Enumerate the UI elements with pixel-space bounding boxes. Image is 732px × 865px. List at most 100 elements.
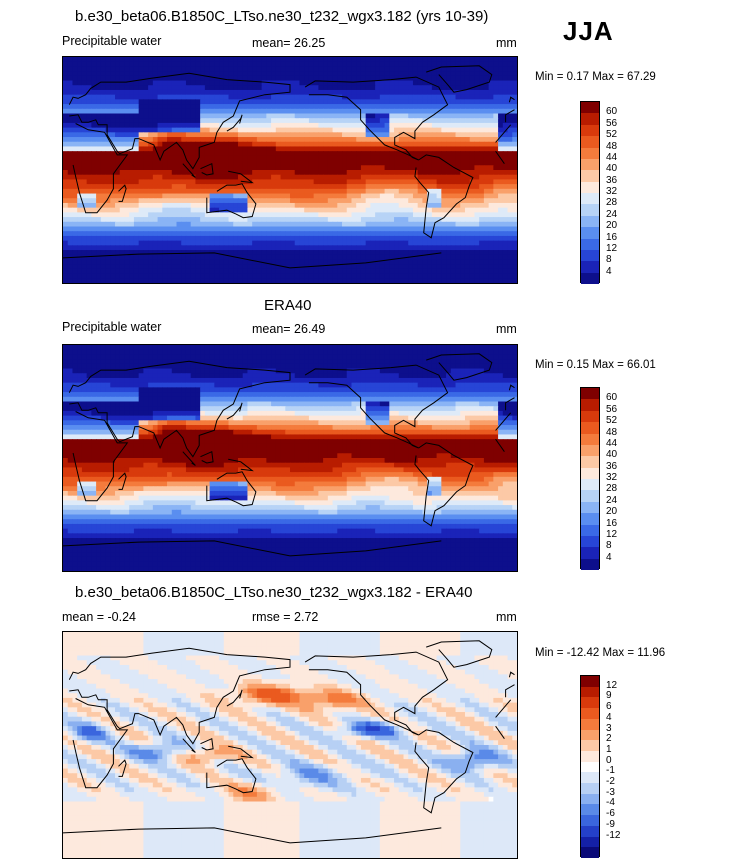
colorbar-swatch: [581, 697, 599, 709]
colorbar-swatch: [581, 272, 599, 284]
colorbar-swatch: [581, 524, 599, 536]
panel-3-mean: mean = -0.24: [62, 610, 137, 624]
colorbar-swatch: [581, 558, 599, 570]
colorbar-swatch: [581, 215, 599, 228]
map-field-svg: [63, 345, 517, 571]
field-cells: [63, 632, 517, 858]
colorbar-tick-label: 28: [606, 197, 618, 209]
colorbar-swatch: [581, 815, 599, 826]
panel-3-units: mm: [496, 610, 517, 624]
colorbar-swatch: [581, 686, 599, 698]
colorbar-swatch: [581, 772, 599, 784]
colorbar-tick-label: 4: [606, 265, 612, 277]
colorbar-swatch: [581, 388, 599, 400]
colorbar-swatch: [581, 676, 599, 687]
colorbar-tick-label: 40: [606, 163, 618, 175]
colorbar-swatch: [581, 535, 599, 548]
colorbar-tick-label: 32: [606, 472, 618, 483]
colorbar-tick-label: 24: [606, 494, 618, 506]
colorbar-swatch: [581, 193, 599, 205]
colorbar-swatch: [581, 399, 599, 411]
panel-1-title: b.e30_beta06.B1850C_LTso.ne30_t232_wgx3.…: [75, 8, 489, 25]
colorbar-swatch: [581, 513, 599, 525]
panel-2-units: mm: [496, 322, 517, 336]
colorbar-tick-label: -9: [606, 818, 615, 830]
colorbar-swatch: [581, 479, 599, 491]
panel-1-units: mm: [496, 36, 517, 50]
panel-2-minmax: Min = 0.15 Max = 66.01: [535, 359, 656, 371]
panel-3-colorbar: [580, 675, 600, 858]
colorbar-tick-label: 1: [606, 743, 612, 755]
colorbar-tick-label: 2: [606, 733, 612, 745]
colorbar-tick-label: -4: [606, 797, 615, 809]
coastline-outline: [63, 65, 515, 269]
panel-1-minmax: Min = 0.17 Max = 67.29: [535, 71, 656, 83]
colorbar-swatch: [581, 718, 599, 730]
colorbar-swatch: [581, 836, 599, 848]
colorbar-swatch: [581, 761, 599, 773]
panel-2-map: [62, 344, 518, 572]
colorbar-tick-label: 60: [606, 392, 618, 404]
panel-1-left-label: Precipitable water: [62, 34, 162, 48]
colorbar-tick-label: 4: [606, 551, 612, 563]
colorbar-tick-label: -1: [606, 765, 615, 777]
colorbar-tick-label: 9: [606, 690, 612, 702]
colorbar-tick-label: 44: [606, 151, 618, 163]
colorbar-tick-label: 60: [606, 106, 618, 118]
colorbar-swatch: [581, 490, 599, 502]
colorbar-swatch: [581, 825, 599, 837]
colorbar-tick-label: 48: [606, 426, 618, 438]
colorbar-tick-label: 8: [606, 540, 612, 552]
panel-3-title: b.e30_beta06.B1850C_LTso.ne30_t232_wgx3.…: [75, 584, 473, 601]
colorbar-swatch: [581, 170, 599, 182]
colorbar-swatch: [581, 102, 599, 114]
panel-2-colorbar: [580, 387, 600, 570]
colorbar-swatch: [581, 158, 599, 171]
panel-2-left-label: Precipitable water: [62, 320, 162, 334]
colorbar-swatch: [581, 783, 599, 794]
coastline-outline: [63, 353, 515, 557]
colorbar-tick-label: -3: [606, 786, 615, 798]
colorbar-tick-label: 52: [606, 415, 618, 427]
colorbar-swatch: [581, 410, 599, 423]
colorbar-swatch: [581, 750, 599, 762]
colorbar-swatch: [581, 729, 599, 741]
colorbar-tick-label: 4: [606, 711, 612, 723]
colorbar-swatch: [581, 456, 599, 468]
colorbar-swatch: [581, 804, 599, 816]
season-label: JJA: [563, 16, 614, 46]
colorbar-tick-label: -6: [606, 808, 615, 820]
colorbar-swatch: [581, 793, 599, 805]
colorbar-tick-label: 52: [606, 129, 618, 141]
map-field-svg: [63, 632, 517, 858]
colorbar-tick-label: 8: [606, 254, 612, 266]
colorbar-tick-label: -12: [606, 829, 621, 841]
colorbar-swatch: [581, 708, 599, 719]
colorbar-swatch: [581, 249, 599, 262]
colorbar-tick-label: 16: [606, 517, 618, 529]
colorbar-swatch: [581, 422, 599, 434]
colorbar-tick-label: -2: [606, 776, 615, 788]
colorbar-tick-label: 20: [606, 220, 618, 232]
panel-2-title: ERA40: [264, 297, 312, 314]
colorbar-swatch: [581, 238, 599, 250]
coastline-outline: [63, 640, 515, 844]
panel-1-colorbar: [580, 101, 600, 284]
colorbar-tick-label: 16: [606, 231, 618, 243]
colorbar-swatch: [581, 227, 599, 239]
colorbar-swatch: [581, 113, 599, 125]
panel-1-mean: mean= 26.25: [252, 36, 326, 50]
panel-3-map: [62, 631, 518, 859]
colorbar-tick-label: 12: [606, 242, 618, 254]
colorbar-tick-label: 12: [606, 679, 618, 691]
panel-3-minmax: Min = -12.42 Max = 11.96: [535, 647, 666, 659]
colorbar-swatch: [581, 136, 599, 148]
colorbar-tick-label: 56: [606, 117, 618, 129]
colorbar-swatch: [581, 467, 599, 479]
colorbar-swatch: [581, 847, 599, 858]
colorbar-tick-label: 3: [606, 722, 612, 734]
colorbar-tick-label: 36: [606, 174, 618, 186]
colorbar-tick-label: 36: [606, 460, 618, 472]
colorbar-tick-label: 28: [606, 483, 618, 495]
colorbar-tick-label: 0: [606, 754, 612, 766]
